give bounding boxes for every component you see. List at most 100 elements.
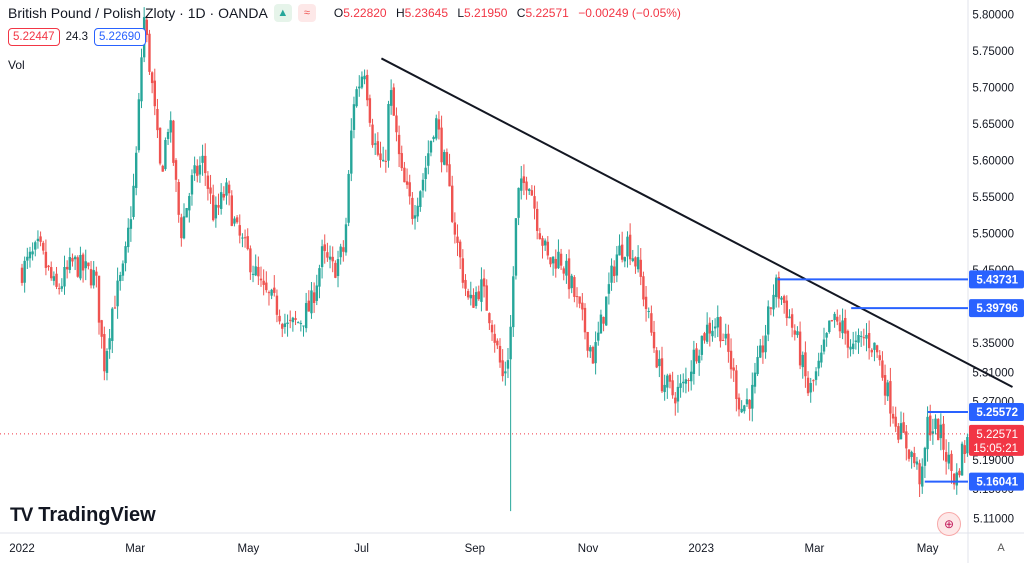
candle-body xyxy=(267,292,271,294)
candle-body xyxy=(400,153,403,169)
candle xyxy=(188,192,191,223)
candle-body xyxy=(952,473,956,485)
y-tick-label: 5.50000 xyxy=(972,229,1014,241)
candle xyxy=(251,265,255,283)
candle xyxy=(700,335,704,361)
candle xyxy=(936,418,940,441)
candle-body xyxy=(528,189,531,191)
candle xyxy=(36,230,40,249)
candle xyxy=(116,267,119,319)
candle-body xyxy=(44,251,48,268)
candle xyxy=(607,272,611,305)
candle-body xyxy=(350,130,353,174)
candle xyxy=(963,440,966,463)
candle-body xyxy=(618,245,621,256)
candle xyxy=(844,309,847,345)
candle-body xyxy=(822,339,826,352)
candle-body xyxy=(870,349,873,353)
candle xyxy=(852,331,855,355)
up-arrow-icon[interactable]: ▲ xyxy=(273,4,292,22)
symbol-title[interactable]: British Pound / Polish Zloty · 1D · OAND… xyxy=(8,5,268,21)
candle xyxy=(636,245,640,273)
candle xyxy=(828,320,831,334)
candle xyxy=(891,406,895,424)
candle-body xyxy=(424,167,427,180)
compare-icon[interactable]: ≈ xyxy=(297,4,316,22)
candle-body xyxy=(302,325,305,327)
candle xyxy=(950,450,953,484)
buy-price-button[interactable]: 5.22690 xyxy=(93,28,146,46)
candle xyxy=(490,320,494,341)
candle-body xyxy=(692,349,696,375)
candle xyxy=(440,115,443,173)
candle-body xyxy=(397,134,401,155)
candle xyxy=(618,234,621,256)
candle-body xyxy=(472,294,475,308)
currency-flag-icon[interactable]: ⊕ xyxy=(937,512,961,536)
candle xyxy=(955,463,958,495)
candle xyxy=(711,320,714,342)
candle-body xyxy=(87,262,90,267)
candle-body xyxy=(71,257,74,262)
candle-body xyxy=(512,276,515,328)
tradingview-logo[interactable]: TV TradingView xyxy=(10,504,156,527)
candle-body xyxy=(939,424,943,439)
candle-body xyxy=(942,423,945,450)
candle-body xyxy=(628,234,632,260)
candle-body xyxy=(466,291,470,298)
candle xyxy=(541,235,544,259)
volume-label[interactable]: Vol xyxy=(8,58,25,72)
candle-body xyxy=(782,296,786,303)
candle-body xyxy=(615,254,619,276)
auto-scale-button[interactable]: A xyxy=(997,542,1005,554)
candle-body xyxy=(427,153,430,166)
candle xyxy=(557,239,560,269)
candle xyxy=(551,256,555,276)
candle xyxy=(289,310,292,329)
candle-body xyxy=(55,273,58,287)
candle xyxy=(764,324,767,359)
candle xyxy=(71,253,74,267)
candle xyxy=(315,274,318,306)
candle xyxy=(772,284,775,317)
candle-body xyxy=(182,216,186,239)
sell-price-button[interactable]: 5.22447 xyxy=(8,28,60,46)
candle xyxy=(647,307,650,319)
candle xyxy=(180,213,183,247)
candle xyxy=(233,216,236,227)
candle-body xyxy=(591,346,595,364)
trendline xyxy=(380,57,1013,388)
candle xyxy=(286,314,289,337)
candle-body xyxy=(161,165,164,172)
candle-body xyxy=(950,453,953,471)
candle-body xyxy=(212,195,215,221)
candle-body xyxy=(543,240,547,246)
candle xyxy=(838,314,842,339)
candle-body xyxy=(844,317,847,334)
candle xyxy=(485,279,488,311)
spread-value: 24.3 xyxy=(65,31,88,43)
x-tick-label: May xyxy=(238,543,260,555)
candle xyxy=(480,267,483,312)
candle-body xyxy=(889,381,892,414)
candle-body xyxy=(480,279,483,302)
candle xyxy=(833,311,836,328)
candle-body xyxy=(679,383,682,388)
level-price-label: 5.16041 xyxy=(976,477,1018,489)
candle-body xyxy=(878,355,881,361)
candle-body xyxy=(344,224,348,253)
x-tick-label: May xyxy=(917,543,939,555)
candle xyxy=(336,250,340,288)
candle-body xyxy=(153,80,156,107)
candle-body xyxy=(201,155,204,163)
candle-body xyxy=(31,251,34,255)
candle-body xyxy=(180,217,183,239)
candle-body xyxy=(34,242,37,250)
candle-body xyxy=(761,345,765,353)
candle xyxy=(525,176,528,200)
candle xyxy=(400,145,403,171)
candle xyxy=(721,333,725,342)
candle xyxy=(846,329,850,359)
candle xyxy=(841,308,844,340)
